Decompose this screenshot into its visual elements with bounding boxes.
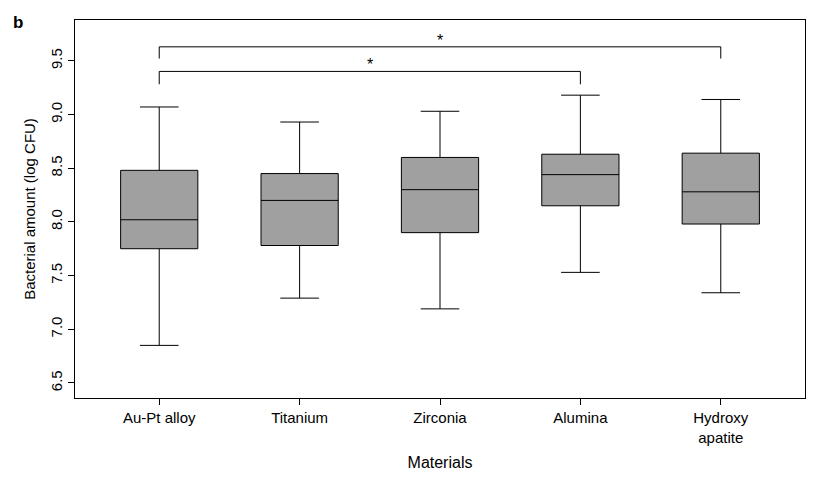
svg-text:Titanium: Titanium bbox=[271, 409, 328, 426]
svg-text:8.0: 8.0 bbox=[48, 209, 65, 230]
svg-text:8.5: 8.5 bbox=[48, 156, 65, 177]
svg-text:Au-Pt alloy: Au-Pt alloy bbox=[123, 409, 196, 426]
svg-text:7.5: 7.5 bbox=[48, 263, 65, 284]
svg-text:7.0: 7.0 bbox=[48, 317, 65, 338]
svg-text:6.5: 6.5 bbox=[48, 370, 65, 391]
svg-text:Bacterial amount (log CFU): Bacterial amount (log CFU) bbox=[21, 118, 38, 300]
svg-text:Hydroxyapatite: Hydroxyapatite bbox=[693, 409, 749, 446]
svg-text:*: * bbox=[367, 56, 373, 73]
svg-text:9.5: 9.5 bbox=[48, 48, 65, 69]
svg-text:Alumina: Alumina bbox=[553, 409, 608, 426]
svg-text:9.0: 9.0 bbox=[48, 102, 65, 123]
svg-text:Materials: Materials bbox=[408, 454, 473, 471]
svg-text:b: b bbox=[13, 13, 23, 32]
svg-text:Zirconia: Zirconia bbox=[413, 409, 467, 426]
svg-text:*: * bbox=[437, 32, 443, 49]
